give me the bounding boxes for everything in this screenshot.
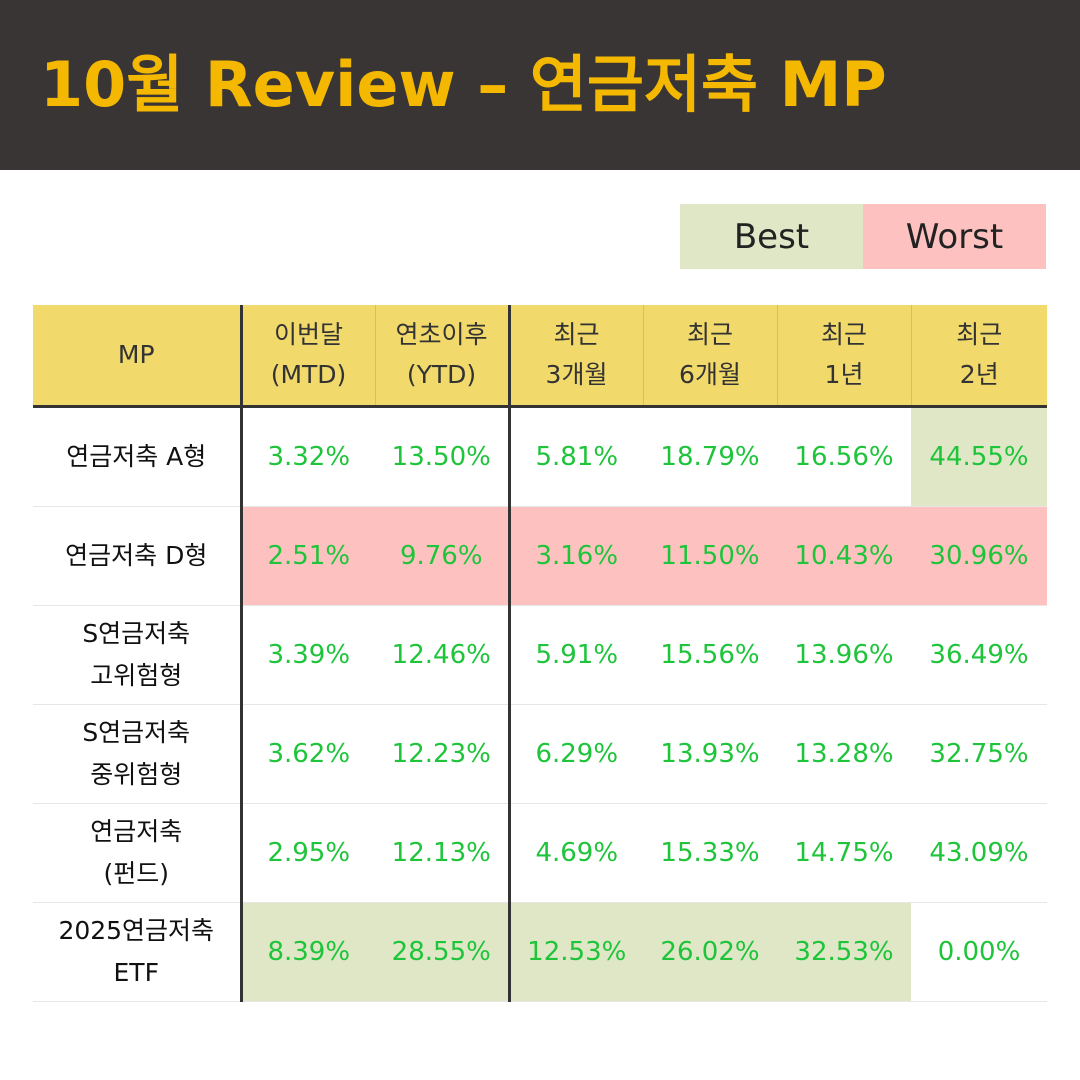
- table-row: 연금저축 (펀드) 2.95% 12.13% 4.69% 15.33% 14.75% 43.…: [33, 803, 1047, 903]
- col-header-mtd: 이번달 (MTD): [241, 305, 376, 407]
- value-cell: 16.56%: [777, 406, 911, 507]
- value-cell: 0.00%: [911, 902, 1047, 1002]
- value-cell: 12.46%: [375, 605, 511, 705]
- value-cell: 5.81%: [509, 406, 643, 507]
- header-banner: 10월 Review – 연금저축 MP: [0, 0, 1080, 170]
- value-cell: 13.50%: [375, 406, 511, 507]
- value-cell: 15.33%: [643, 803, 777, 903]
- legend-worst: Worst: [863, 204, 1046, 269]
- legend: Best Worst: [680, 204, 1046, 269]
- value-cell: 10.43%: [777, 506, 911, 606]
- table-row: S연금저축 중위험형 3.62% 12.23% 6.29% 13.93% 13.28% 32…: [33, 704, 1047, 804]
- value-cell: 32.53%: [777, 902, 911, 1002]
- value-cell: 12.13%: [375, 803, 511, 903]
- value-cell: 3.32%: [241, 406, 375, 507]
- value-cell: 14.75%: [777, 803, 911, 903]
- value-cell: 43.09%: [911, 803, 1047, 903]
- value-cell: 18.79%: [643, 406, 777, 507]
- table-row: S연금저축 고위험형 3.39% 12.46% 5.91% 15.56% 13.96% 36…: [33, 605, 1047, 705]
- table-body: 연금저축 A형 3.32% 13.50% 5.81% 18.79% 16.56% 44.55…: [33, 406, 1047, 1002]
- value-cell: 8.39%: [241, 902, 375, 1002]
- mp-name-cell: 연금저축 D형: [33, 506, 243, 606]
- mp-name-cell: 연금저축 (펀드): [33, 803, 243, 903]
- legend-best: Best: [680, 204, 863, 269]
- table-row: 연금저축 A형 3.32% 13.50% 5.81% 18.79% 16.56% 44.55…: [33, 406, 1047, 507]
- table-row: 연금저축 D형 2.51% 9.76% 3.16% 11.50% 10.43% 30.96%: [33, 506, 1047, 606]
- value-cell: 3.62%: [241, 704, 375, 804]
- value-cell: 26.02%: [643, 902, 777, 1002]
- value-cell: 15.56%: [643, 605, 777, 705]
- value-cell: 13.93%: [643, 704, 777, 804]
- value-cell: 12.23%: [375, 704, 511, 804]
- col-header-ytd: 연초이후 (YTD): [375, 305, 511, 407]
- value-cell: 3.16%: [509, 506, 643, 606]
- value-cell: 28.55%: [375, 902, 511, 1002]
- value-cell: 3.39%: [241, 605, 375, 705]
- value-cell: 5.91%: [509, 605, 643, 705]
- col-header-3m: 최근 3개월: [509, 305, 644, 407]
- value-cell: 44.55%: [911, 406, 1047, 507]
- page-title: 10월 Review – 연금저축 MP: [40, 48, 887, 121]
- value-cell: 2.95%: [241, 803, 375, 903]
- value-cell: 9.76%: [375, 506, 511, 606]
- mp-name-cell: S연금저축 중위험형: [33, 704, 243, 804]
- value-cell: 13.96%: [777, 605, 911, 705]
- value-cell: 30.96%: [911, 506, 1047, 606]
- value-cell: 11.50%: [643, 506, 777, 606]
- value-cell: 4.69%: [509, 803, 643, 903]
- value-cell: 13.28%: [777, 704, 911, 804]
- col-header-1y: 최근 1년: [777, 305, 912, 407]
- value-cell: 2.51%: [241, 506, 375, 606]
- mp-name-cell: S연금저축 고위험형: [33, 605, 243, 705]
- col-header-2y: 최근 2년: [911, 305, 1047, 407]
- table-header-row: MP 이번달 (MTD) 연초이후 (YTD) 최근 3개월 최근 6개월 최근…: [33, 305, 1047, 407]
- col-header-mp: MP: [33, 305, 243, 407]
- value-cell: 32.75%: [911, 704, 1047, 804]
- col-header-6m: 최근 6개월: [643, 305, 778, 407]
- performance-table: MP 이번달 (MTD) 연초이후 (YTD) 최근 3개월 최근 6개월 최근…: [33, 305, 1047, 1002]
- mp-name-cell: 2025연금저축 ETF: [33, 902, 243, 1002]
- value-cell: 6.29%: [509, 704, 643, 804]
- mp-name-cell: 연금저축 A형: [33, 406, 243, 507]
- table-row: 2025연금저축 ETF 8.39% 28.55% 12.53% 26.02% 32.53…: [33, 902, 1047, 1002]
- value-cell: 12.53%: [509, 902, 643, 1002]
- value-cell: 36.49%: [911, 605, 1047, 705]
